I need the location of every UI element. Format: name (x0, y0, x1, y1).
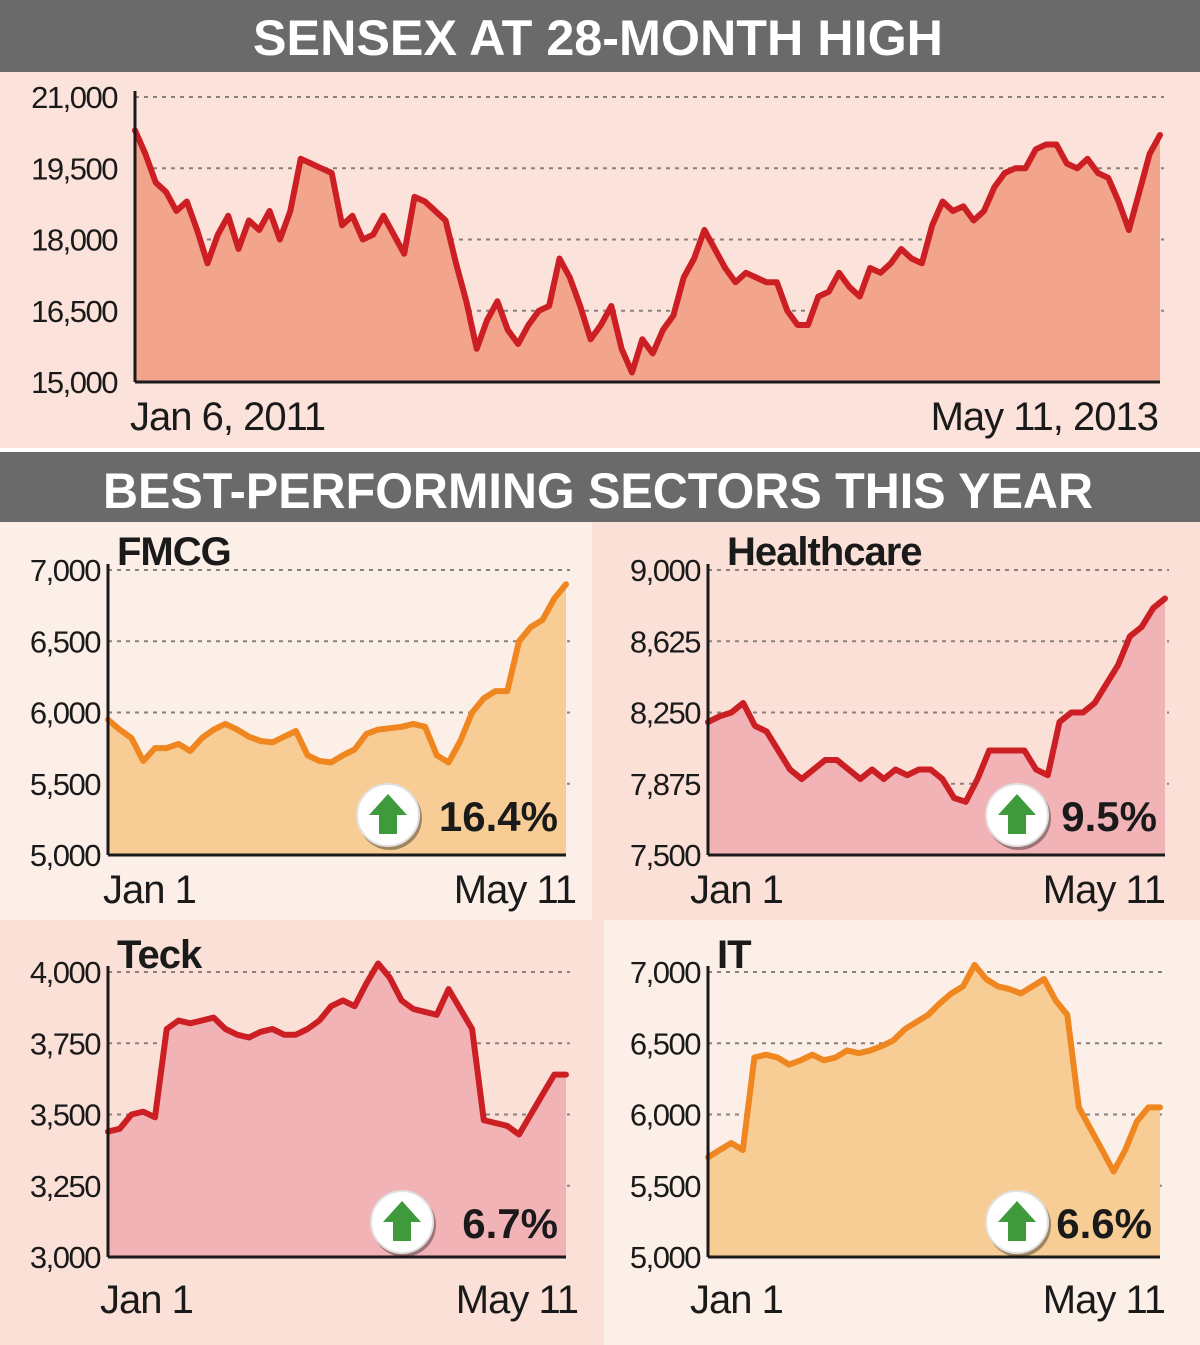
sensex-chart: 21,000 19,500 18,000 16,500 15,000 Jan 6, 201… (31, 80, 1164, 439)
it-panel-title: IT (717, 933, 751, 977)
healthcare-y-tick-label: 9,000 (630, 553, 701, 588)
fmcg-x-tick-label: May 11 (454, 868, 576, 912)
sensex-title: SENSEX AT 28-MONTH HIGH (253, 10, 943, 66)
teck-y-tick-label: 3,750 (30, 1026, 101, 1061)
fmcg-y-tick-label: 5,000 (30, 838, 101, 873)
sensex-y-tick-label: 16,500 (31, 294, 118, 329)
it-change-percent: 6.6% (1056, 1200, 1152, 1247)
healthcare-y-tick-label: 7,500 (630, 838, 701, 873)
fmcg-change-percent: 16.4% (439, 793, 558, 840)
teck-change-percent: 6.7% (462, 1200, 558, 1247)
sensex-x-tick-label: May 11, 2013 (931, 395, 1158, 439)
healthcare-panel-title: Healthcare (727, 530, 922, 574)
sensex-y-tick-label: 19,500 (31, 151, 118, 186)
it-x-tick-label: Jan 1 (690, 1278, 783, 1322)
it-y-tick-label: 6,500 (630, 1026, 701, 1061)
fmcg-area-fill (108, 584, 566, 855)
teck-x-tick-label: May 11 (456, 1278, 578, 1322)
sectors-banner: BEST-PERFORMING SECTORS THIS YEAR (0, 452, 1200, 522)
it-y-tick-label: 7,000 (630, 955, 701, 990)
healthcare-y-tick-label: 8,625 (630, 624, 700, 659)
healthcare-area-fill (708, 598, 1165, 855)
teck-area-fill (108, 963, 566, 1257)
healthcare-up-arrow-icon (998, 794, 1036, 834)
teck-series-line (105, 960, 569, 1138)
teck-y-tick-label: 3,500 (30, 1098, 101, 1133)
healthcare-x-tick-label: Jan 1 (690, 868, 783, 912)
teck-y-tick-label: 4,000 (30, 955, 101, 990)
it-y-tick-label: 6,000 (630, 1098, 701, 1133)
sensex-y-tick-label: 21,000 (31, 80, 118, 115)
teck-up-arrow-icon (383, 1201, 421, 1241)
fmcg-up-arrow-icon (369, 794, 407, 834)
teck-panel-title: Teck (117, 933, 203, 977)
teck-x-tick-label: Jan 1 (100, 1278, 193, 1322)
fmcg-y-tick-label: 7,000 (30, 553, 101, 588)
fmcg-x-tick-label: Jan 1 (103, 868, 196, 912)
sensex-x-tick-label: Jan 6, 2011 (130, 395, 325, 439)
healthcare-series-line (705, 595, 1168, 805)
it-up-arrow-icon (998, 1201, 1036, 1241)
fmcg-series-line (105, 581, 569, 766)
sensex-y-tick-label: 15,000 (31, 365, 118, 400)
fmcg-y-tick-label: 5,500 (30, 767, 101, 802)
healthcare-change-percent: 9.5% (1061, 793, 1157, 840)
it-y-tick-label: 5,500 (630, 1169, 701, 1204)
sectors-title: BEST-PERFORMING SECTORS THIS YEAR (103, 463, 1093, 519)
healthcare-x-tick-label: May 11 (1043, 868, 1165, 912)
healthcare-y-tick-label: 8,250 (630, 696, 701, 731)
it-series-line (705, 961, 1163, 1175)
sensex-area-fill (135, 130, 1160, 382)
teck-y-tick-label: 3,250 (30, 1169, 101, 1204)
sensex-series-line (132, 127, 1163, 376)
sensex-y-tick-label: 18,000 (31, 223, 118, 258)
fmcg-y-tick-label: 6,000 (30, 696, 101, 731)
it-y-tick-label: 5,000 (630, 1240, 701, 1275)
healthcare-y-tick-label: 7,875 (630, 767, 700, 802)
fmcg-panel-title: FMCG (117, 530, 231, 574)
teck-y-tick-label: 3,000 (30, 1240, 101, 1275)
it-area-fill (708, 964, 1160, 1257)
sensex-banner: SENSEX AT 28-MONTH HIGH (0, 0, 1200, 72)
fmcg-y-tick-label: 6,500 (30, 624, 101, 659)
it-x-tick-label: May 11 (1043, 1278, 1165, 1322)
